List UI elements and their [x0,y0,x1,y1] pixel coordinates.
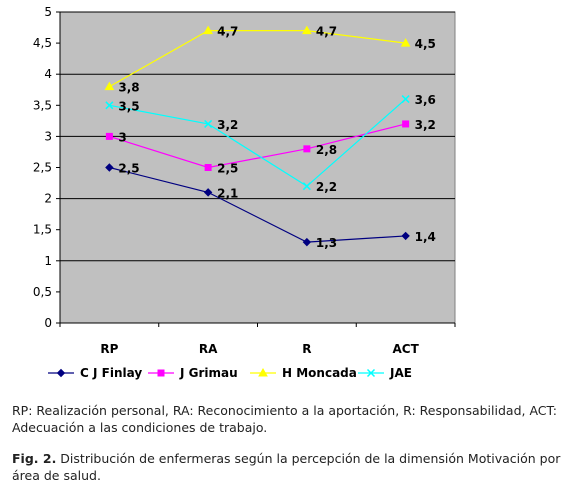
data-label: 4,5 [415,37,436,51]
data-label: 3,5 [118,99,139,113]
marker-x [366,368,376,378]
y-tick-label: 3 [44,129,52,143]
plot-background [59,11,456,324]
legend-item: H Moncada [250,366,357,380]
y-tick-label: 0 [44,316,52,330]
marker-square [105,132,113,140]
line-chart: 0 0,5 1 1,5 2 2,5 3 3,5 4 4,5 5 RP RA R ACT 2,5 2,1 1,3… [33,5,456,380]
marker-x [204,119,213,128]
marker-diamond [203,188,213,197]
legend-label: C J Finlay [80,366,142,380]
y-tick-label: 2 [44,192,52,206]
x-category-label: RP [100,342,118,356]
y-tick-label: 4 [44,67,52,81]
marker-diamond [401,231,410,241]
marker-triangle [302,25,312,35]
data-label: 3,2 [415,118,436,132]
legend: C J Finlay J Grimau H Moncada JAE [48,366,412,380]
y-tick-label: 1 [44,254,52,268]
marker-x [302,182,311,191]
figure-caption: Fig. 2. Distribución de enfermeras según… [12,450,572,484]
caption-text: Distribución de enfermeras según la perc… [12,451,561,483]
y-tick-label: 1,5 [33,223,52,237]
marker-diamond [56,368,66,378]
y-tick-label: 4,5 [33,36,52,50]
marker-square [303,145,311,153]
marker-x [401,95,410,104]
marker-x-stroke [204,119,213,128]
y-tick-label: 2,5 [33,161,52,175]
y-tick-label: 5 [44,5,52,19]
data-label: 3,2 [217,118,238,132]
data-label: 3,8 [118,81,139,95]
marker-triangle [203,25,213,35]
legend-item: JAE [358,366,412,380]
series-lines [109,30,407,243]
marker-diamond [105,163,114,172]
marker-square [204,164,212,171]
abbreviations-note: RP: Realización personal, RA: Reconocimi… [12,403,557,435]
plot-area [59,11,456,324]
data-label: 2,5 [118,162,139,176]
marker-triangle [258,367,268,377]
gridlines [56,11,456,327]
data-label: 2,5 [217,162,238,176]
y-axis-tick-labels: 0 0,5 1 1,5 2 2,5 3 3,5 4 4,5 5 [33,5,52,330]
data-label: 4,7 [316,25,337,39]
legend-item: J Grimau [148,366,238,380]
series-line [109,98,407,187]
legend-label: H Moncada [282,366,357,380]
marker-square [402,120,410,128]
x-category-label: ACT [392,342,419,356]
marker-x-stroke [401,95,410,104]
legend-item: C J Finlay [48,366,142,380]
data-label: 3 [118,130,126,144]
series-line [109,123,406,169]
data-label: 1,4 [415,230,436,244]
marker-x-stroke [105,101,114,110]
caption-label: Fig. 2. [12,451,57,466]
x-axis-category-labels: RP RA R ACT [100,342,419,356]
legend-label: J Grimau [179,366,238,380]
x-category-label: RA [199,342,218,356]
marker-diamond [302,237,312,247]
marker-square [157,369,165,377]
data-label: 3,6 [415,93,436,107]
marker-triangle [104,81,115,91]
data-label: 4,7 [217,25,238,39]
series-markers [104,25,411,247]
data-label: 1,3 [316,236,337,250]
legend-label: JAE [389,366,412,380]
marker-triangle [400,38,411,47]
series-line [109,166,406,243]
marker-x [105,101,114,110]
x-category-label: R [302,342,311,356]
marker-x-stroke [366,368,376,378]
series-line [109,30,406,88]
marker-x-stroke [302,182,311,191]
y-tick-label: 0,5 [33,285,52,299]
data-label: 2,2 [316,180,337,194]
y-tick-label: 3,5 [33,98,52,112]
data-labels: 2,5 2,1 1,3 1,4 3 2,5 2,8 3,2 3,8 4,7 4,7 4,5 3,5 3,2… [118,25,436,250]
data-label: 2,1 [217,186,238,200]
data-label: 2,8 [316,143,337,157]
